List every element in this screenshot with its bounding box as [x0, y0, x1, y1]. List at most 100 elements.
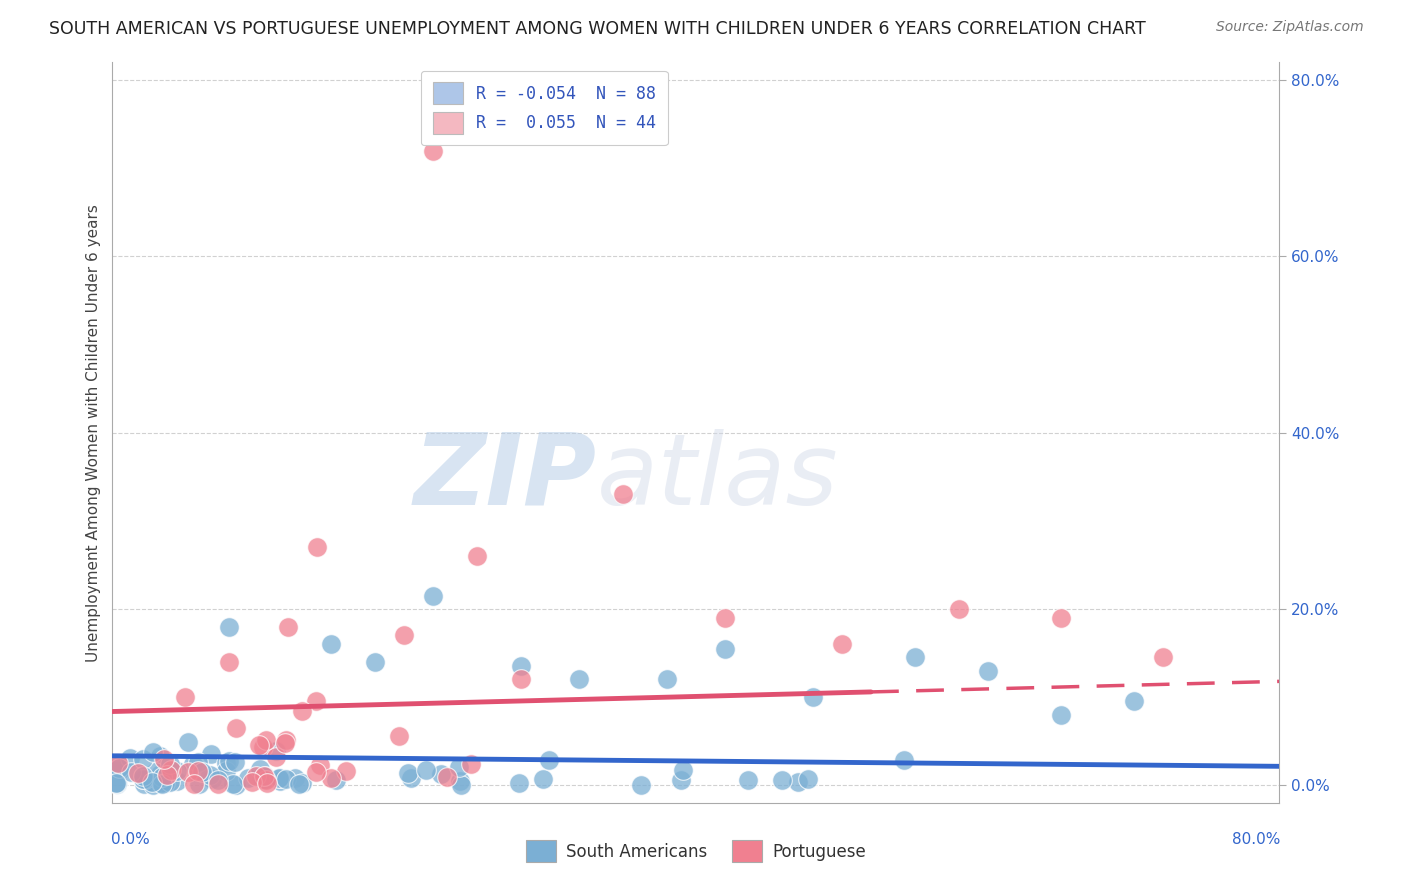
- Point: [321, 637, 343, 651]
- Text: 0.0%: 0.0%: [111, 832, 150, 847]
- Point: [240, 774, 263, 789]
- Point: [181, 757, 204, 772]
- Point: [305, 540, 328, 554]
- Point: [274, 732, 297, 747]
- Point: [714, 610, 737, 624]
- Point: [714, 641, 737, 656]
- Point: [245, 769, 267, 783]
- Point: [150, 770, 173, 784]
- Point: [149, 748, 172, 763]
- Point: [630, 778, 652, 792]
- Point: [127, 765, 149, 780]
- Point: [247, 738, 270, 752]
- Point: [976, 664, 998, 678]
- Point: [264, 744, 287, 758]
- Point: [533, 772, 555, 786]
- Point: [429, 767, 451, 781]
- Point: [831, 637, 853, 651]
- Point: [256, 776, 278, 790]
- Point: [190, 765, 212, 780]
- Point: [108, 763, 131, 777]
- Point: [509, 659, 531, 673]
- Point: [222, 776, 245, 790]
- Point: [225, 778, 247, 792]
- Point: [149, 767, 172, 781]
- Point: [104, 776, 127, 790]
- Point: [132, 769, 155, 783]
- Point: [267, 771, 290, 785]
- Point: [187, 764, 209, 778]
- Point: [183, 777, 205, 791]
- Point: [291, 704, 314, 718]
- Point: [770, 773, 793, 788]
- Point: [449, 773, 471, 788]
- Legend: South Americans, Portuguese: South Americans, Portuguese: [519, 834, 873, 869]
- Text: ZIP: ZIP: [413, 428, 596, 525]
- Point: [177, 765, 200, 780]
- Point: [153, 776, 176, 790]
- Point: [396, 765, 419, 780]
- Point: [283, 772, 305, 786]
- Point: [118, 751, 141, 765]
- Point: [436, 770, 458, 784]
- Point: [422, 589, 444, 603]
- Point: [108, 761, 131, 775]
- Point: [786, 775, 808, 789]
- Text: 80.0%: 80.0%: [1232, 832, 1281, 847]
- Point: [1122, 694, 1144, 708]
- Point: [612, 487, 634, 501]
- Point: [132, 772, 155, 787]
- Text: Source: ZipAtlas.com: Source: ZipAtlas.com: [1216, 20, 1364, 34]
- Point: [149, 775, 172, 789]
- Point: [201, 772, 224, 786]
- Point: [669, 772, 692, 787]
- Point: [187, 777, 209, 791]
- Point: [143, 764, 166, 779]
- Point: [107, 756, 129, 770]
- Point: [224, 755, 246, 769]
- Point: [215, 764, 238, 779]
- Point: [465, 549, 488, 563]
- Point: [207, 777, 229, 791]
- Point: [256, 733, 278, 747]
- Point: [166, 774, 188, 789]
- Point: [308, 758, 330, 772]
- Point: [399, 771, 422, 785]
- Point: [249, 762, 271, 776]
- Point: [142, 778, 165, 792]
- Point: [159, 774, 181, 789]
- Point: [335, 764, 357, 779]
- Point: [132, 752, 155, 766]
- Point: [394, 628, 416, 642]
- Point: [141, 774, 163, 789]
- Point: [254, 772, 277, 787]
- Point: [214, 756, 236, 770]
- Point: [1152, 650, 1174, 665]
- Point: [737, 773, 759, 788]
- Point: [159, 763, 181, 777]
- Point: [218, 619, 240, 633]
- Point: [218, 754, 240, 768]
- Point: [156, 768, 179, 782]
- Y-axis label: Unemployment Among Women with Children Under 6 years: Unemployment Among Women with Children U…: [86, 203, 101, 662]
- Point: [159, 757, 181, 772]
- Point: [207, 773, 229, 788]
- Point: [266, 750, 288, 764]
- Point: [388, 729, 411, 743]
- Point: [422, 144, 444, 158]
- Point: [291, 776, 314, 790]
- Point: [150, 777, 173, 791]
- Point: [304, 764, 326, 779]
- Point: [269, 773, 291, 788]
- Point: [142, 745, 165, 759]
- Point: [568, 673, 591, 687]
- Point: [274, 772, 297, 787]
- Point: [105, 777, 128, 791]
- Point: [274, 735, 297, 749]
- Point: [252, 739, 274, 754]
- Point: [450, 777, 472, 791]
- Point: [153, 752, 176, 766]
- Point: [166, 764, 188, 778]
- Point: [105, 758, 128, 772]
- Point: [893, 754, 915, 768]
